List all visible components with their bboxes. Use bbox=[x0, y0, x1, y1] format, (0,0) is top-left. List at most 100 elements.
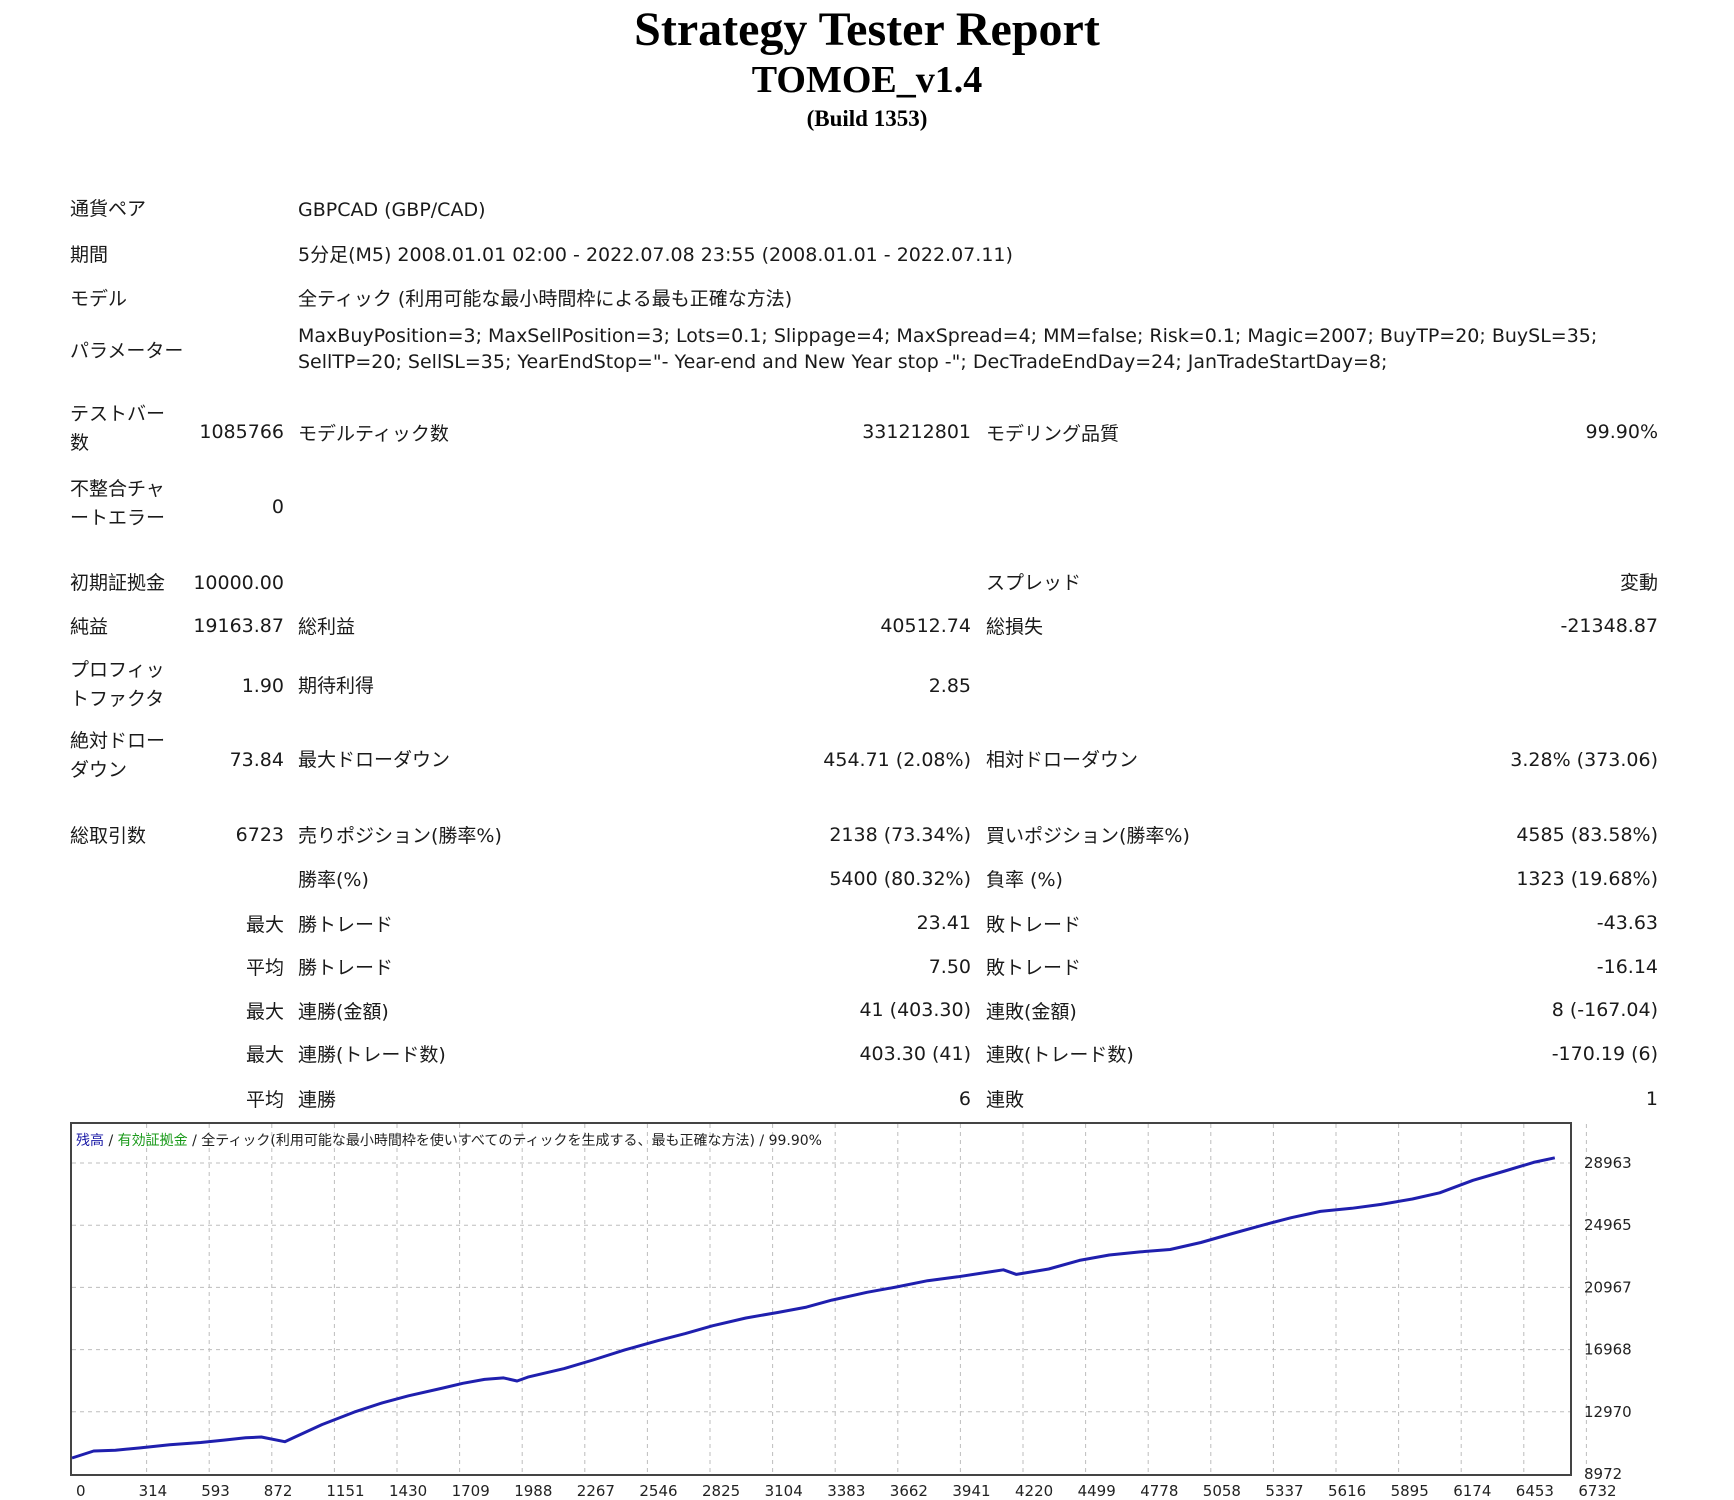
avg-consec-wins-label: 連勝 bbox=[298, 1089, 337, 1111]
consec-losses-count-label: 連敗(トレード数) bbox=[986, 1044, 1134, 1066]
quality-value: 99.90% bbox=[1585, 421, 1658, 443]
average-loss-label: 敗トレード bbox=[986, 957, 1082, 979]
x-tick-label: 1430 bbox=[389, 1482, 427, 1500]
deposit-label: 初期証拠金 bbox=[70, 572, 166, 594]
y-tick-label: 20967 bbox=[1584, 1278, 1632, 1296]
max-drawdown-label: 最大ドローダウン bbox=[298, 749, 451, 771]
ticks-value: 331212801 bbox=[862, 421, 971, 443]
legend-balance: 残高 bbox=[76, 1133, 104, 1149]
y-tick-label: 8972 bbox=[1584, 1465, 1622, 1483]
legend-separator: / bbox=[104, 1133, 118, 1149]
avg-consec-wins-value: 6 bbox=[958, 1088, 971, 1110]
params-value: MaxBuyPosition=3; MaxSellPosition=3; Lot… bbox=[298, 325, 1598, 373]
profit-factor-value: 1.90 bbox=[241, 675, 284, 697]
abs-drawdown-value: 73.84 bbox=[229, 749, 284, 771]
x-tick-label: 5058 bbox=[1203, 1482, 1241, 1500]
legend-separator: / bbox=[187, 1133, 202, 1149]
consec-losses-amount-label: 連敗(金額) bbox=[986, 1001, 1077, 1023]
ea-name: TOMOE_v1.4 bbox=[751, 59, 983, 101]
x-tick-label: 3383 bbox=[827, 1482, 865, 1500]
largest-loss-label: 敗トレード bbox=[986, 914, 1082, 936]
x-tick-label: 1988 bbox=[514, 1482, 552, 1500]
x-tick-label: 2267 bbox=[577, 1482, 615, 1500]
x-tick-label: 5895 bbox=[1391, 1482, 1429, 1500]
x-tick-label: 314 bbox=[139, 1482, 168, 1500]
y-tick-label: 12970 bbox=[1584, 1403, 1632, 1421]
x-tick-label: 5616 bbox=[1328, 1482, 1366, 1500]
expected-payoff-value: 2.85 bbox=[928, 675, 971, 697]
abs-drawdown-label: 絶対ドローダウン bbox=[70, 730, 166, 781]
x-tick-label: 6732 bbox=[1578, 1482, 1616, 1500]
quality-label: モデリング品質 bbox=[986, 423, 1120, 445]
average-win-value: 7.50 bbox=[928, 956, 971, 978]
largest-win-label: 勝トレード bbox=[298, 914, 394, 936]
avg-consec-losses-label: 連敗 bbox=[986, 1089, 1025, 1111]
balance-line bbox=[71, 1156, 1556, 1460]
ticks-label: モデルティック数 bbox=[298, 423, 449, 445]
x-tick-label: 4499 bbox=[1078, 1482, 1116, 1500]
loss-rate-value: 1323 (19.68%) bbox=[1516, 868, 1658, 890]
spread-label: スプレッド bbox=[986, 572, 1082, 594]
x-tick-label: 4778 bbox=[1140, 1482, 1178, 1500]
x-tick-label: 5337 bbox=[1265, 1482, 1303, 1500]
largest-label: 最大 bbox=[245, 914, 284, 936]
gross-profit-label: 総利益 bbox=[298, 616, 356, 638]
rel-drawdown-label: 相対ドローダウン bbox=[986, 749, 1139, 771]
period-value: 5分足(M5) 2008.01.01 02:00 - 2022.07.08 23… bbox=[298, 244, 1013, 266]
build-number: (Build 1353) bbox=[806, 106, 928, 131]
report-title: Strategy Tester Report bbox=[634, 3, 1100, 56]
consec-wins-amount-label: 連勝(金額) bbox=[298, 1001, 389, 1023]
expected-payoff-label: 期待利得 bbox=[298, 675, 375, 697]
deposit-value: 10000.00 bbox=[193, 572, 284, 594]
x-tick-label: 6453 bbox=[1516, 1482, 1554, 1500]
win-rate-value: 5400 (80.32%) bbox=[829, 868, 971, 890]
gross-loss-label: 総損失 bbox=[986, 616, 1044, 638]
long-positions-value: 4585 (83.58%) bbox=[1516, 824, 1658, 846]
balance-chart-frame bbox=[70, 1122, 1572, 1476]
model-value: 全ティック (利用可能な最小時間枠による最も正確な方法) bbox=[298, 288, 793, 310]
largest-loss-value: -43.63 bbox=[1596, 912, 1658, 934]
x-tick-label: 593 bbox=[201, 1482, 230, 1500]
symbol-value: GBPCAD (GBP/CAD) bbox=[298, 199, 486, 221]
x-tick-label: 2825 bbox=[702, 1482, 740, 1500]
consec-losses-amount-value: 8 (-167.04) bbox=[1551, 999, 1658, 1021]
symbol-label: 通貨ペア bbox=[70, 198, 147, 220]
params-label: パラメーター bbox=[70, 340, 184, 362]
consec-wins-count-label: 連勝(トレード数) bbox=[298, 1044, 446, 1066]
short-positions-value: 2138 (73.34%) bbox=[829, 824, 971, 846]
bars-label: テストバー数 bbox=[70, 403, 166, 454]
average-loss-value: -16.14 bbox=[1596, 956, 1658, 978]
mismatch-label: 不整合チャートエラー bbox=[70, 478, 166, 529]
spread-value: 変動 bbox=[1619, 572, 1658, 594]
net-profit-value: 19163.87 bbox=[193, 615, 284, 637]
x-tick-label: 3941 bbox=[952, 1482, 990, 1500]
profit-factor-label: プロフィットファクタ bbox=[70, 659, 165, 710]
y-tick-label: 24965 bbox=[1584, 1216, 1632, 1234]
average-win-label: 勝トレード bbox=[298, 957, 394, 979]
mismatch-value: 0 bbox=[271, 496, 284, 518]
avg-consec-label: 平均 bbox=[245, 1089, 284, 1111]
legend-equity: 有効証拠金 bbox=[117, 1133, 188, 1149]
loss-rate-label: 負率 (%) bbox=[986, 869, 1063, 891]
legend-quality: 99.90% bbox=[768, 1133, 822, 1149]
consec-losses-count-value: -170.19 (6) bbox=[1551, 1043, 1658, 1065]
period-label: 期間 bbox=[70, 244, 109, 266]
x-tick-label: 4220 bbox=[1015, 1482, 1053, 1500]
max-drawdown-value: 454.71 (2.08%) bbox=[823, 749, 971, 771]
legend-separator: / bbox=[754, 1133, 769, 1149]
y-tick-label: 28963 bbox=[1584, 1154, 1632, 1172]
max-consec-cnt-label: 最大 bbox=[245, 1044, 284, 1066]
x-tick-label: 3662 bbox=[890, 1482, 928, 1500]
average-label: 平均 bbox=[245, 957, 284, 979]
net-profit-label: 純益 bbox=[70, 616, 109, 638]
short-positions-label: 売りポジション(勝率%) bbox=[298, 825, 502, 847]
x-tick-label: 1709 bbox=[452, 1482, 490, 1500]
bars-value: 1085766 bbox=[199, 421, 284, 443]
model-label: モデル bbox=[70, 288, 128, 310]
y-tick-label: 16968 bbox=[1584, 1341, 1632, 1359]
largest-win-value: 23.41 bbox=[916, 912, 971, 934]
x-tick-label: 6174 bbox=[1453, 1482, 1491, 1500]
avg-consec-losses-value: 1 bbox=[1645, 1088, 1658, 1110]
chart-legend: 残高 / 有効証拠金 / 全ティック(利用可能な最小時間枠を使いすべてのティック… bbox=[76, 1130, 822, 1150]
